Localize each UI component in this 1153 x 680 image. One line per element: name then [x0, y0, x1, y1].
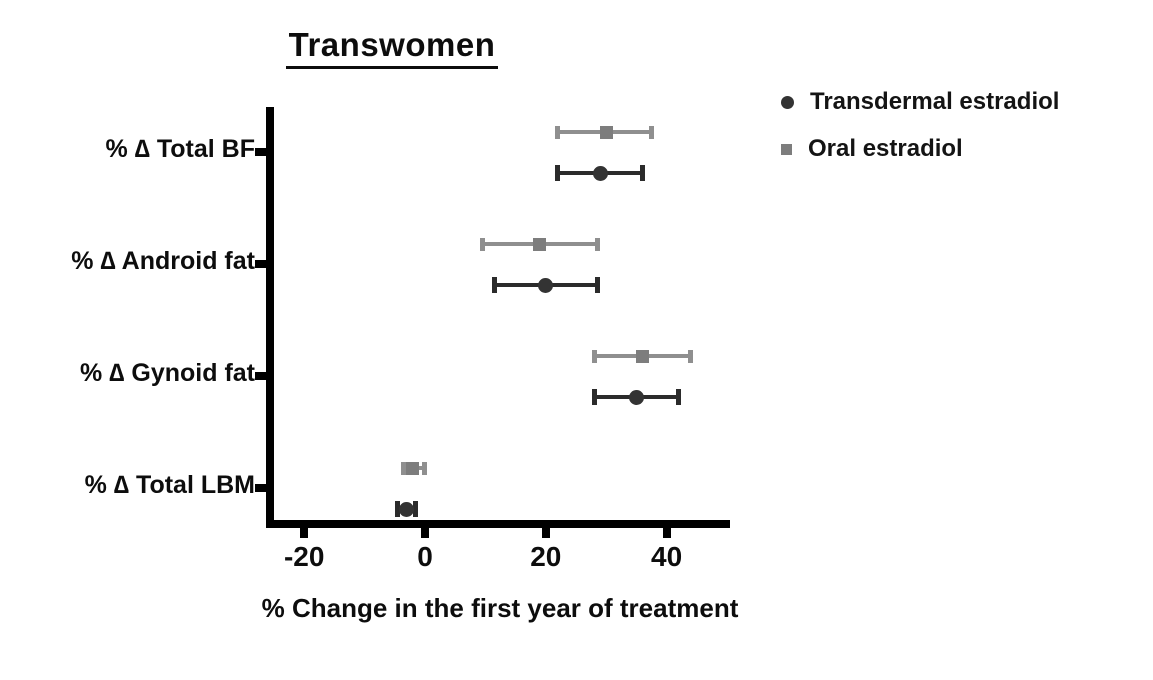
error-bar-cap [479, 237, 485, 251]
chart-title: Transwomen [285, 26, 499, 69]
legend-circle-marker-icon [781, 95, 794, 109]
y-axis-tick [255, 372, 266, 380]
legend-item-transdermal: Transdermal estradiol [781, 88, 1059, 116]
data-point-square [406, 461, 420, 475]
y-axis-tick [255, 260, 266, 268]
error-bar-cap [491, 277, 497, 293]
y-axis-tick [255, 148, 266, 156]
y-axis-tick [255, 484, 266, 492]
error-bar-cap [676, 389, 682, 405]
error-bar-cap [648, 125, 654, 139]
error-bar-cap [594, 277, 600, 293]
y-axis-category-label: % ∆ Android fat [71, 247, 255, 275]
error-bar-cap [594, 237, 600, 251]
data-point-square [533, 237, 547, 251]
error-bar-cap [422, 461, 428, 475]
legend-square-marker-icon [781, 143, 792, 155]
data-point-circle [538, 277, 554, 293]
legend-label-transdermal: Transdermal estradiol [810, 88, 1060, 115]
data-point-square [599, 125, 613, 139]
plot-area: -20 0 20 40 % ∆ Total BF % ∆ Android fat % ∆ G… [71, 107, 730, 572]
error-bar-cap [639, 165, 645, 181]
x-axis-tick [300, 528, 309, 538]
data-point-circle [399, 501, 415, 517]
error-bar-cap [395, 501, 401, 517]
error-bar-cap [413, 501, 419, 517]
error-bar-cap [591, 389, 597, 405]
x-axis-title-container: % Change in the first year of treatment [200, 593, 800, 624]
x-axis-tick [420, 528, 429, 538]
y-axis-category-label: % ∆ Total BF [105, 135, 255, 163]
data-point-circle [628, 389, 644, 405]
x-axis-tick-label: 20 [530, 541, 562, 572]
x-axis-tick-label: 0 [417, 541, 433, 572]
y-axis-category-label: % ∆ Total LBM [84, 471, 255, 499]
x-axis-tick-label: -20 [283, 541, 325, 572]
x-axis-tick [662, 528, 671, 538]
legend-item-oral: Oral estradiol [781, 135, 1059, 163]
data-point-circle [592, 165, 608, 181]
y-axis-category-label: % ∆ Gynoid fat [79, 359, 255, 387]
x-axis-line [266, 520, 730, 528]
error-bar-cap [401, 461, 407, 475]
x-axis-title: % Change in the first year of treatment [261, 593, 739, 623]
error-bar-cap [555, 165, 561, 181]
legend: Transdermal estradiol Oral estradiol [781, 88, 1059, 182]
error-bar-cap [688, 349, 694, 363]
x-axis-tick-label: 40 [651, 541, 683, 572]
chart-title-container: Transwomen [0, 26, 784, 69]
error-bar-cap [555, 125, 561, 139]
legend-label-oral: Oral estradiol [808, 135, 963, 162]
error-bar-cap [591, 349, 597, 363]
x-axis-tick [541, 528, 550, 538]
data-point-square [635, 349, 649, 363]
y-axis-line [266, 107, 274, 528]
